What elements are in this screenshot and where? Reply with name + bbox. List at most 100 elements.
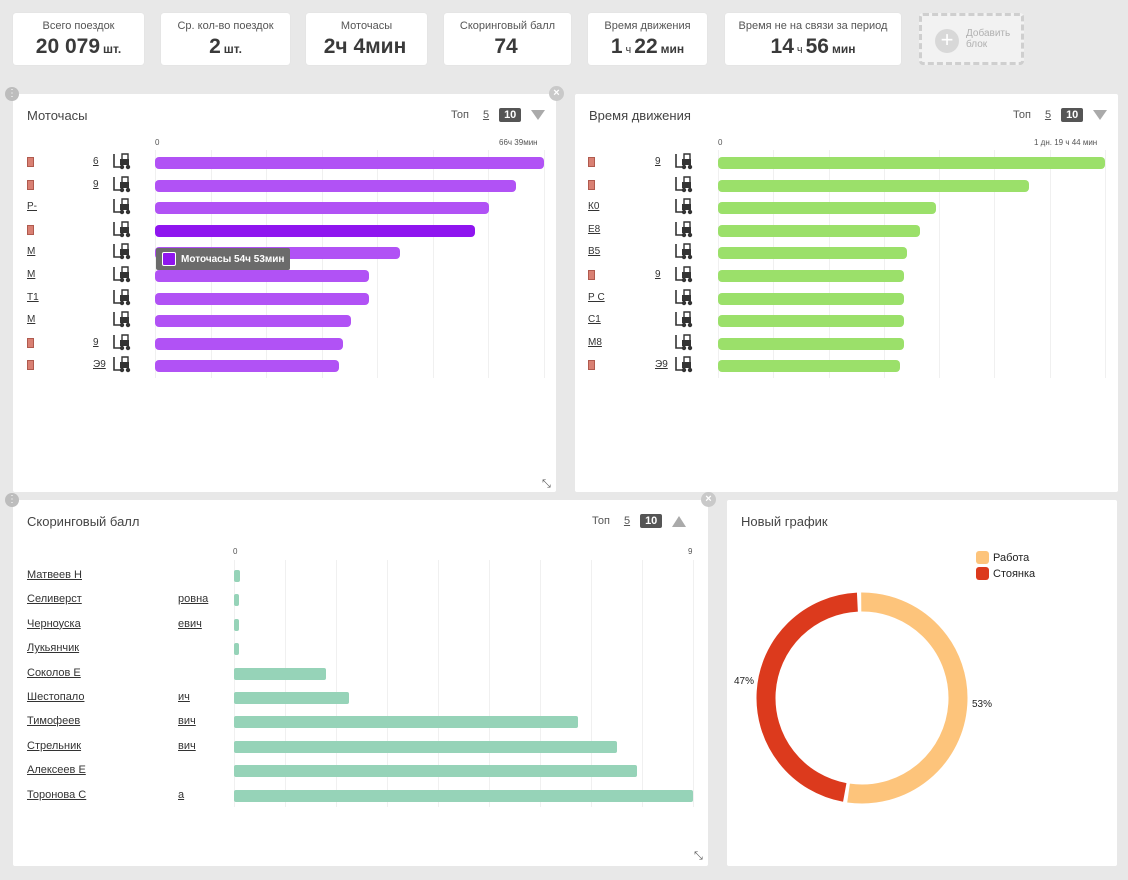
grid-line — [544, 150, 545, 378]
row-sublabel[interactable]: 9 — [93, 336, 99, 348]
resize-handle-icon[interactable]: ⤡ — [542, 478, 551, 490]
bar[interactable] — [718, 179, 1029, 192]
driver-name-tail[interactable]: а — [178, 788, 185, 801]
bar[interactable] — [234, 643, 240, 656]
driver-name-link[interactable]: Торонова С — [27, 788, 87, 801]
driver-name-tail[interactable]: вич — [178, 715, 196, 728]
row-sublabel[interactable]: Э9 — [655, 359, 668, 371]
top-5-option[interactable]: 5 — [1044, 109, 1052, 121]
bar[interactable] — [155, 315, 351, 328]
bar[interactable] — [155, 270, 370, 282]
add-block-button[interactable]: + Добавить блок — [919, 13, 1024, 65]
row-sublabel[interactable]: 9 — [655, 156, 661, 167]
driver-name-tail[interactable]: вич — [178, 739, 196, 752]
vehicle-status-icon — [27, 179, 34, 190]
row-sublabel[interactable]: 9 — [93, 178, 99, 190]
bar[interactable] — [234, 618, 240, 631]
sort-desc-icon[interactable] — [1093, 110, 1108, 120]
drag-handle-icon[interactable]: ⋮ — [5, 493, 19, 507]
bar[interactable] — [234, 789, 693, 802]
bar[interactable] — [234, 740, 617, 753]
driver-name-link[interactable]: Шестопало — [27, 691, 85, 703]
top-5-option[interactable]: 5 — [623, 515, 631, 527]
bar[interactable] — [234, 765, 637, 778]
bar[interactable] — [718, 292, 904, 305]
sort-asc-icon[interactable] — [672, 515, 687, 527]
kpi-value-hours: 1 — [610, 35, 623, 58]
movement-panel: Время движения Топ 5 10 0 1 дн. 19 ч 44 … — [575, 94, 1118, 492]
top-10-option[interactable]: 10 — [640, 514, 663, 528]
legend-item-parking[interactable]: Стоянка — [976, 567, 1035, 580]
row-sublabel[interactable]: 9 — [655, 269, 661, 280]
grid-line — [1049, 150, 1051, 378]
driver-name-link[interactable]: Алексеев Е — [27, 764, 86, 777]
close-icon[interactable]: × — [549, 86, 564, 101]
driver-name-link[interactable]: Лукьянчик — [27, 642, 80, 655]
sort-desc-icon[interactable] — [531, 110, 546, 120]
row-label[interactable]: Т1 — [27, 291, 39, 303]
row-label[interactable]: С1 — [588, 314, 601, 326]
grid-line — [883, 150, 885, 378]
drag-handle-icon[interactable]: ⋮ — [5, 87, 19, 101]
row-label[interactable]: Е8 — [588, 223, 601, 235]
bar[interactable] — [155, 224, 476, 237]
top-10-option[interactable]: 10 — [499, 108, 522, 122]
resize-handle-icon[interactable]: ⤡ — [694, 850, 703, 862]
bar[interactable] — [718, 157, 1105, 169]
kpi-label: Скоринговый балл — [459, 20, 556, 32]
bar[interactable] — [234, 594, 240, 607]
panel-title: Время движения — [589, 108, 691, 123]
grid-line — [591, 560, 592, 807]
row-label[interactable]: М — [27, 314, 36, 326]
driver-name-tail[interactable]: евич — [178, 617, 202, 630]
bar[interactable] — [155, 157, 544, 169]
driver-name-tail[interactable]: ич — [178, 691, 190, 703]
bar[interactable] — [155, 202, 489, 215]
row-label[interactable]: Р С — [588, 291, 605, 303]
donut-slice-work[interactable] — [847, 592, 968, 804]
driver-name-link[interactable]: Матвеев Н — [27, 569, 82, 581]
bar[interactable] — [234, 570, 241, 582]
driver-name-link[interactable]: Тимофеев — [27, 715, 81, 728]
row-sublabel[interactable]: Э9 — [93, 359, 106, 371]
forklift-icon — [111, 220, 133, 238]
kpi-label: Время не на связи за период — [738, 20, 888, 32]
donut-slice-parking[interactable] — [756, 592, 858, 802]
bar[interactable] — [718, 224, 920, 237]
driver-name-link[interactable]: Соколов Е — [27, 666, 81, 679]
grid-line — [939, 150, 941, 378]
top-10-option[interactable]: 10 — [1061, 108, 1084, 122]
bar[interactable] — [155, 179, 517, 192]
bar[interactable] — [718, 315, 904, 328]
top-5-option[interactable]: 5 — [482, 109, 490, 121]
driver-name-link[interactable]: Черноуска — [27, 617, 81, 630]
bar[interactable] — [155, 292, 370, 305]
close-icon[interactable]: × — [701, 492, 716, 507]
row-label[interactable]: Р- — [27, 201, 37, 213]
row-label[interactable]: В5 — [588, 246, 601, 258]
bar[interactable] — [234, 692, 349, 704]
forklift-icon — [673, 355, 695, 373]
driver-name-tail[interactable]: ровна — [178, 593, 209, 606]
row-label[interactable]: М — [27, 269, 36, 280]
bar[interactable] — [718, 270, 904, 282]
vehicle-status-icon — [27, 224, 34, 235]
driver-name-link[interactable]: Селиверст — [27, 593, 82, 606]
bar[interactable] — [155, 337, 343, 350]
forklift-icon — [673, 175, 695, 193]
legend-item-work[interactable]: Работа — [976, 551, 1029, 564]
driver-name-link[interactable]: Стрельник — [27, 739, 82, 752]
row-label[interactable]: К0 — [588, 201, 600, 213]
row-label[interactable]: М8 — [588, 336, 602, 348]
bar[interactable] — [718, 360, 901, 373]
kpi-value-hours: 14 — [770, 35, 794, 58]
grid-line — [773, 150, 775, 378]
bar[interactable] — [718, 202, 936, 215]
row-sublabel[interactable]: 6 — [93, 156, 99, 167]
bar[interactable] — [234, 716, 579, 729]
bar[interactable] — [718, 337, 904, 350]
bar[interactable] — [155, 360, 339, 373]
row-label[interactable]: М — [27, 246, 36, 258]
bar[interactable] — [718, 247, 908, 260]
bar[interactable] — [234, 667, 326, 680]
